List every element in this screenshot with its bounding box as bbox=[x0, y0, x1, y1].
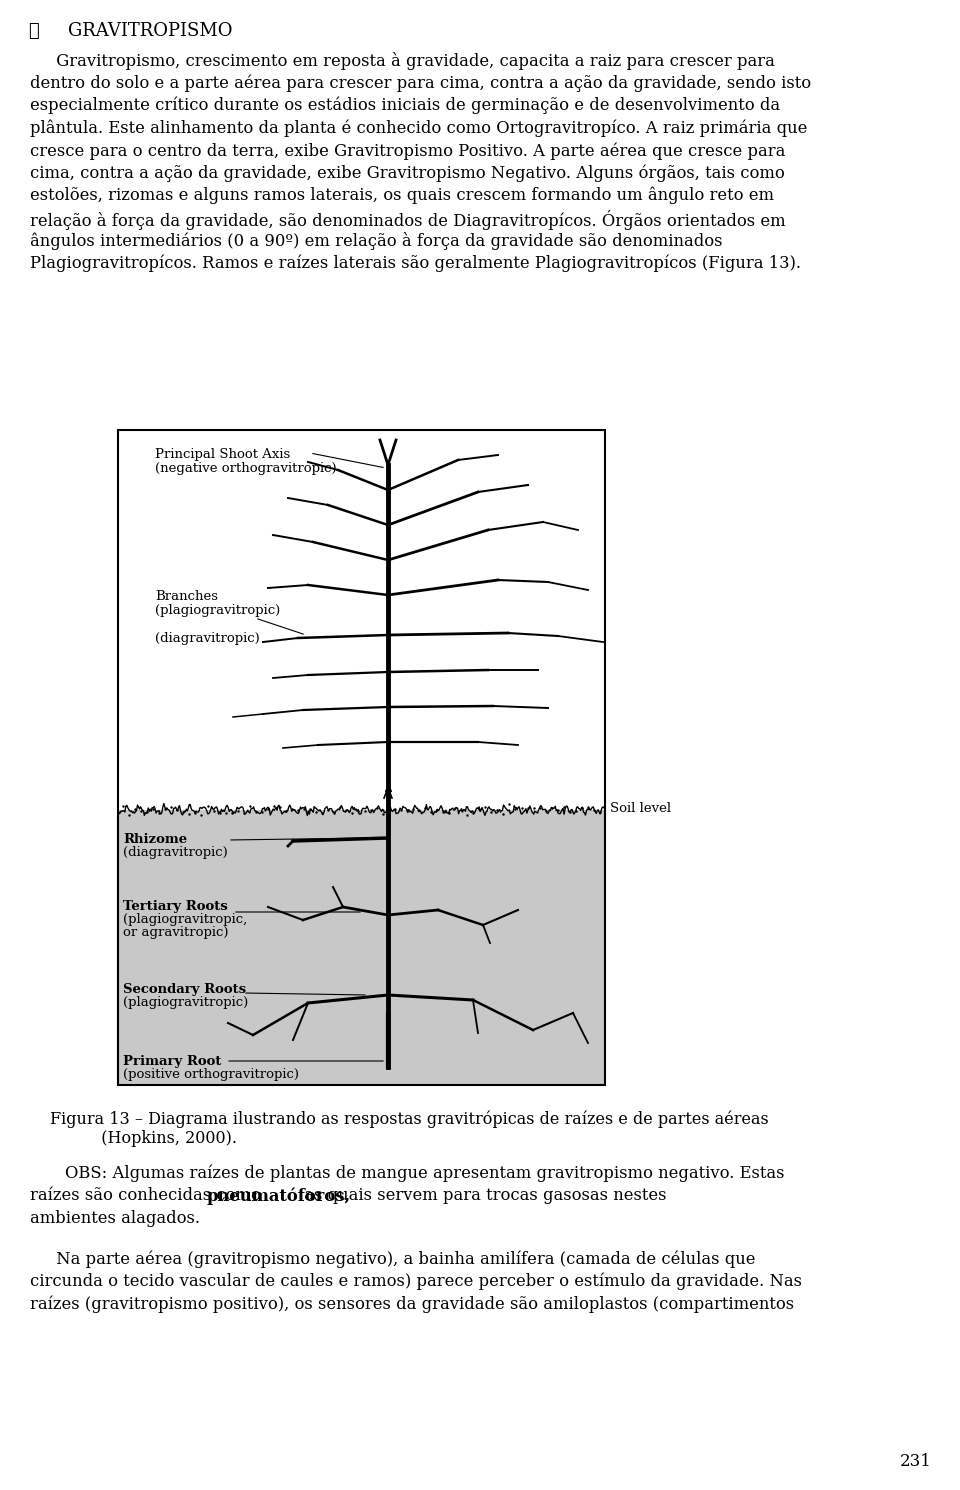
Text: Branches: Branches bbox=[155, 590, 218, 603]
Text: OBS: Algumas raízes de plantas de mangue apresentam gravitropismo negativo. Esta: OBS: Algumas raízes de plantas de mangue… bbox=[65, 1165, 784, 1183]
Text: (diagravitropic): (diagravitropic) bbox=[155, 632, 260, 645]
Text: Secondary Roots: Secondary Roots bbox=[123, 983, 246, 995]
Text: pneumatóforos,: pneumatóforos, bbox=[206, 1188, 351, 1205]
Text: Figura 13 – Diagrama ilustrando as respostas gravitrópicas de raízes e de partes: Figura 13 – Diagrama ilustrando as respo… bbox=[50, 1110, 769, 1128]
Text: (plagiogravitropic): (plagiogravitropic) bbox=[123, 995, 249, 1009]
Bar bbox=[118, 431, 605, 1085]
Text: GRAVITROPISMO: GRAVITROPISMO bbox=[68, 22, 232, 40]
Text: Primary Root: Primary Root bbox=[123, 1055, 222, 1068]
Text: (plagiogravitropic): (plagiogravitropic) bbox=[155, 603, 280, 617]
Text: Gravitropismo, crescimento em reposta à gravidade, capacita a raiz para crescer : Gravitropismo, crescimento em reposta à … bbox=[30, 52, 775, 70]
Text: as quais servem para trocas gasosas nestes: as quais servem para trocas gasosas nest… bbox=[299, 1188, 666, 1204]
Text: or agravitropic): or agravitropic) bbox=[123, 925, 228, 939]
Text: ✓: ✓ bbox=[28, 22, 38, 40]
Text: ambientes alagados.: ambientes alagados. bbox=[30, 1210, 200, 1226]
Text: raízes (gravitropismo positivo), os sensores da gravidade são amiloplastos (comp: raízes (gravitropismo positivo), os sens… bbox=[30, 1295, 794, 1313]
Text: 231: 231 bbox=[900, 1453, 932, 1471]
Text: (negative orthogravitropic): (negative orthogravitropic) bbox=[155, 462, 337, 475]
Text: Soil level: Soil level bbox=[610, 802, 671, 815]
Text: dentro do solo e a parte aérea para crescer para cima, contra a ação da gravidad: dentro do solo e a parte aérea para cres… bbox=[30, 74, 811, 92]
Text: raízes são conhecidas como: raízes são conhecidas como bbox=[30, 1188, 266, 1204]
Text: plântula. Este alinhamento da planta é conhecido como Ortogravitropíco. A raiz p: plântula. Este alinhamento da planta é c… bbox=[30, 119, 807, 137]
Text: (Hopkins, 2000).: (Hopkins, 2000). bbox=[50, 1129, 237, 1147]
Text: Rhizome: Rhizome bbox=[123, 833, 187, 846]
Text: relação à força da gravidade, são denominados de Diagravitropícos. Órgãos orient: relação à força da gravidade, são denomi… bbox=[30, 210, 785, 229]
Text: (plagiogravitropic,: (plagiogravitropic, bbox=[123, 913, 248, 925]
Text: especialmente crítico durante os estádios iniciais de germinação e de desenvolvi: especialmente crítico durante os estádio… bbox=[30, 97, 780, 115]
Text: ângulos intermediários (0 a 90º) em relação à força da gravidade são denominados: ângulos intermediários (0 a 90º) em rela… bbox=[30, 232, 723, 250]
Text: circunda o tecido vascular de caules e ramos) parece perceber o estímulo da grav: circunda o tecido vascular de caules e r… bbox=[30, 1272, 802, 1290]
Text: Principal Shoot Axis: Principal Shoot Axis bbox=[155, 448, 290, 460]
Text: estolões, rizomas e alguns ramos laterais, os quais crescem formando um ângulo r: estolões, rizomas e alguns ramos laterai… bbox=[30, 188, 774, 204]
Text: Na parte aérea (gravitropismo negativo), a bainha amilífera (camada de células q: Na parte aérea (gravitropismo negativo),… bbox=[30, 1250, 756, 1268]
Bar bbox=[118, 811, 605, 1085]
Text: Tertiary Roots: Tertiary Roots bbox=[123, 900, 228, 913]
Text: (diagravitropic): (diagravitropic) bbox=[123, 846, 228, 860]
Text: (positive orthogravitropic): (positive orthogravitropic) bbox=[123, 1068, 299, 1082]
Text: cima, contra a ação da gravidade, exibe Gravitropismo Negativo. Alguns órgãos, t: cima, contra a ação da gravidade, exibe … bbox=[30, 164, 784, 182]
Text: cresce para o centro da terra, exibe Gravitropismo Positivo. A parte aérea que c: cresce para o centro da terra, exibe Gra… bbox=[30, 142, 785, 159]
Text: Plagiogravitropícos. Ramos e raízes laterais são geralmente Plagiogravitropícos : Plagiogravitropícos. Ramos e raízes late… bbox=[30, 255, 801, 273]
